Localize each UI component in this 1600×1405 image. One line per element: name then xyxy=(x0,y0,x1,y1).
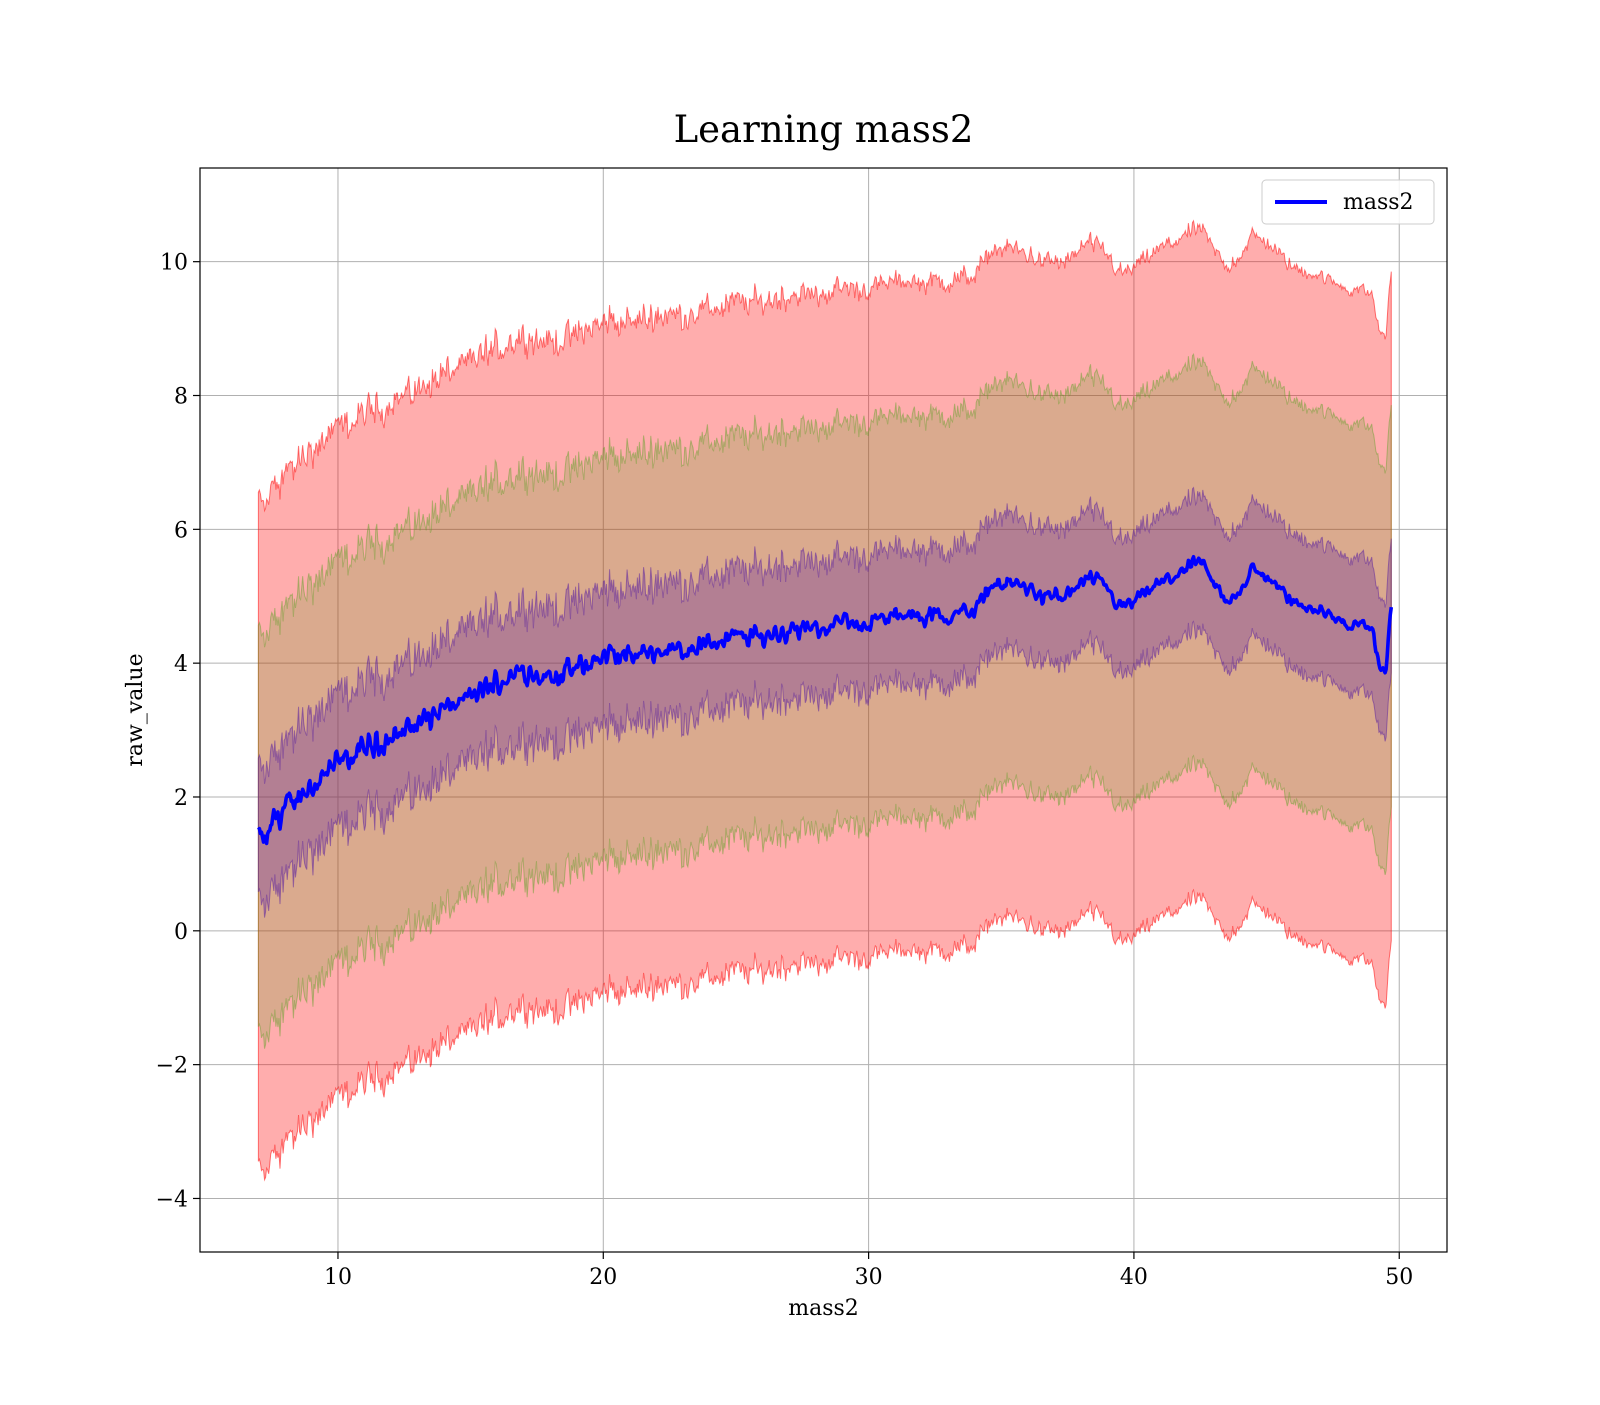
legend-box xyxy=(1261,179,1435,225)
y-tick-label: 4 xyxy=(174,652,188,677)
x-tick-label: 50 xyxy=(1385,1265,1413,1290)
tick-layer: 10 20 30 40 50 −4 −2 0 2 4 6 8 10 xyxy=(156,251,1414,1290)
y-tick-label: 10 xyxy=(160,251,188,276)
chart-title: Learning mass2 xyxy=(674,108,974,151)
y-tick-label: 6 xyxy=(174,518,188,543)
x-tick-label: 10 xyxy=(324,1265,352,1290)
y-tick-label: 8 xyxy=(174,385,188,410)
x-tick-label: 20 xyxy=(589,1265,617,1290)
band-layer xyxy=(257,219,1392,1182)
y-tick-label: −4 xyxy=(156,1187,188,1212)
plot-frame xyxy=(199,167,1448,1253)
legend-label-mass2: mass2 xyxy=(1343,190,1414,215)
y-tick-label: −2 xyxy=(156,1054,188,1079)
series-line-mass2 xyxy=(256,554,1394,846)
x-tick-label: 40 xyxy=(1120,1265,1148,1290)
x-tick-label: 30 xyxy=(855,1265,883,1290)
x-axis-label: mass2 xyxy=(788,1296,859,1321)
y-tick-label: 0 xyxy=(174,920,188,945)
line-layer xyxy=(256,554,1394,846)
y-axis-label: raw_value xyxy=(123,653,148,766)
confidence-band-3 xyxy=(257,486,1392,918)
y-tick-label: 2 xyxy=(174,786,188,811)
legend: mass2 xyxy=(1261,179,1435,225)
